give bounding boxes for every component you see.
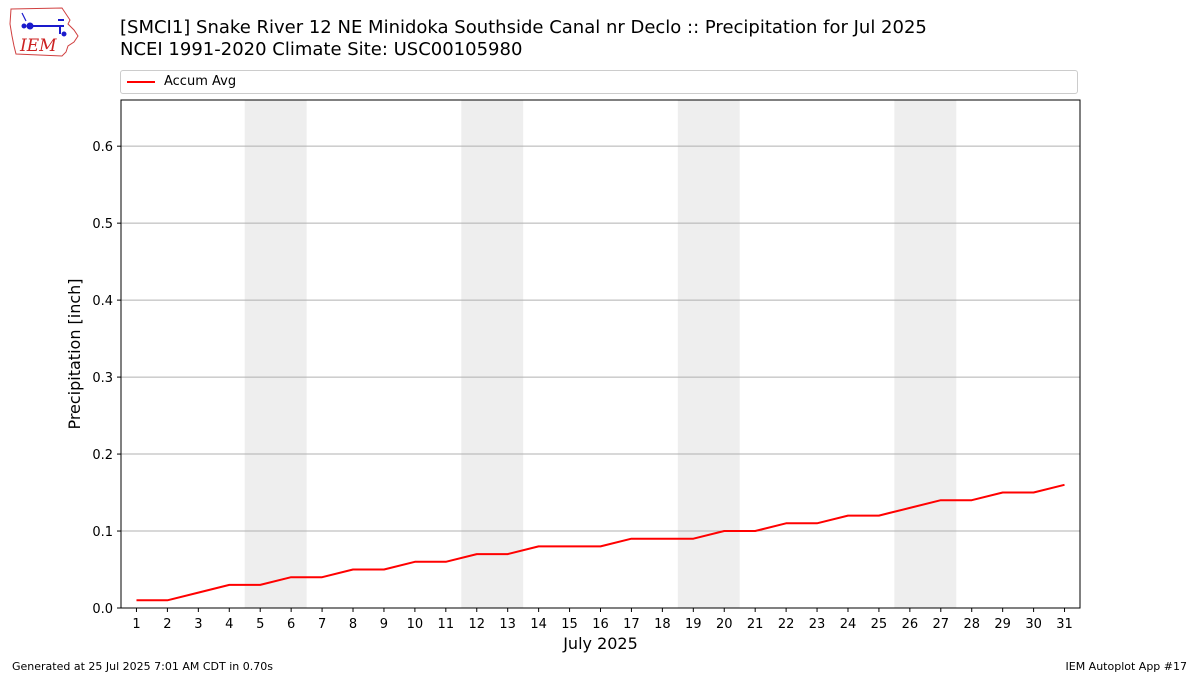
weekend-band-4 [894, 100, 957, 608]
xtick-label-27: 27 [933, 617, 950, 632]
xtick-label-5: 5 [256, 617, 264, 632]
legend: Accum Avg [120, 70, 1078, 94]
legend-swatch-accum-avg [127, 81, 155, 83]
xtick-label-31: 31 [1056, 617, 1073, 632]
chart-title-line-1: [SMCI1] Snake River 12 NE Minidoka South… [120, 17, 927, 38]
weekend-band-1 [244, 100, 307, 608]
xtick-label-2: 2 [163, 617, 171, 632]
xtick-label-17: 17 [623, 617, 640, 632]
x-axis-label: July 2025 [562, 634, 638, 653]
ytick-label-3: 0.3 [92, 371, 113, 386]
iem-logo: IEM [9, 7, 79, 57]
weekend-band-3 [677, 100, 740, 608]
footer-generated-at: Generated at 25 Jul 2025 7:01 AM CDT in … [12, 660, 273, 673]
chart-title-line-2: NCEI 1991-2020 Climate Site: USC00105980 [120, 39, 523, 60]
xtick-label-15: 15 [561, 617, 578, 632]
logo-text: IEM [19, 36, 57, 56]
xtick-label-12: 12 [468, 617, 485, 632]
xtick-label-11: 11 [438, 617, 455, 632]
xtick-label-28: 28 [963, 617, 980, 632]
xtick-label-14: 14 [530, 617, 547, 632]
footer-app-id: IEM Autoplot App #17 [1065, 660, 1188, 673]
weekend-band-2 [461, 100, 524, 608]
xtick-label-23: 23 [809, 617, 826, 632]
xtick-label-26: 26 [902, 617, 919, 632]
xtick-label-25: 25 [871, 617, 888, 632]
xtick-label-19: 19 [685, 617, 702, 632]
ytick-label-5: 0.5 [92, 217, 113, 232]
xtick-label-9: 9 [380, 617, 388, 632]
xtick-label-4: 4 [225, 617, 233, 632]
ytick-label-2: 0.2 [92, 448, 113, 463]
xtick-label-10: 10 [407, 617, 424, 632]
ytick-label-1: 0.1 [92, 525, 113, 540]
xtick-label-24: 24 [840, 617, 857, 632]
xtick-label-21: 21 [747, 617, 764, 632]
series-line-0 [136, 483, 1065, 602]
y-axis-label: Precipitation [inch] [65, 278, 84, 429]
xtick-label-29: 29 [994, 617, 1011, 632]
ytick-label-0: 0.0 [92, 602, 113, 617]
ytick-label-6: 0.6 [92, 140, 113, 155]
xtick-label-18: 18 [654, 617, 671, 632]
xtick-label-6: 6 [287, 617, 295, 632]
xtick-label-1: 1 [132, 617, 140, 632]
plot-frame [120, 99, 1081, 609]
xtick-label-3: 3 [194, 617, 202, 632]
xtick-label-22: 22 [778, 617, 795, 632]
ytick-label-4: 0.4 [92, 294, 113, 309]
xtick-label-13: 13 [499, 617, 516, 632]
legend-label-accum-avg: Accum Avg [164, 74, 237, 89]
xtick-label-20: 20 [716, 617, 733, 632]
xtick-label-8: 8 [349, 617, 357, 632]
xtick-label-7: 7 [318, 617, 326, 632]
xtick-label-16: 16 [592, 617, 609, 632]
xtick-label-30: 30 [1025, 617, 1042, 632]
weather-station-icon [21, 12, 67, 37]
